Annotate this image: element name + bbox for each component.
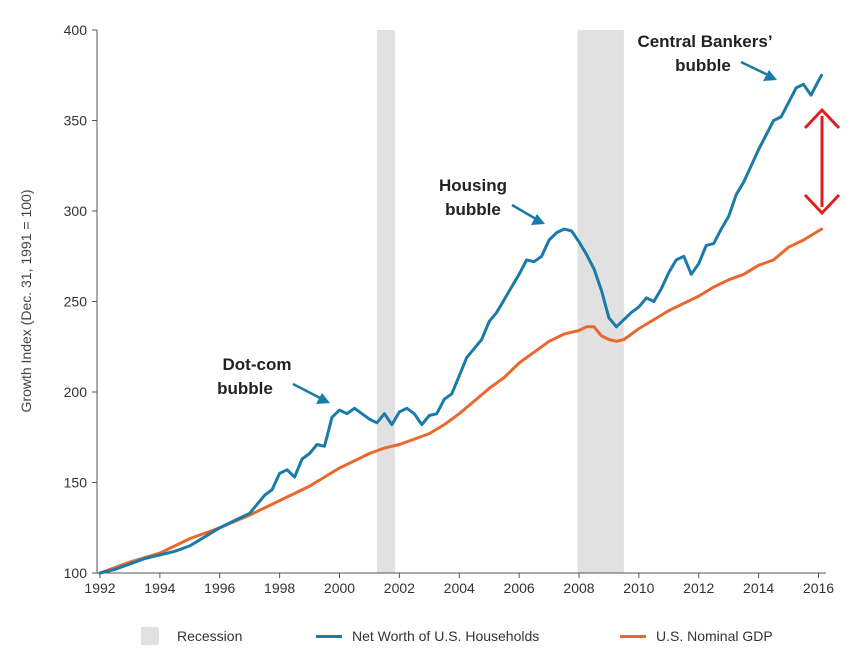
y-tick-label-100: 100 (64, 565, 88, 581)
gap-arrow-bottom-head (803, 193, 841, 216)
dotcom-annotation-line2: bubble (217, 379, 273, 398)
legend-recession-swatch (141, 627, 159, 645)
y-tick-label-350: 350 (64, 113, 88, 129)
legend-gdp-swatch (620, 634, 646, 638)
gap-double-arrow (803, 107, 841, 216)
central-bankers-arrow (740, 60, 769, 77)
chart: 100 150 200 250 300 350 400 1992 1994 1996 1998 20… (18, 22, 841, 596)
x-tick-label-2014: 2014 (743, 580, 774, 596)
housing-annotation: Housing bubble (439, 176, 545, 225)
x-tick-label-1992: 1992 (84, 580, 115, 596)
legend-gdp-label: U.S. Nominal GDP (656, 628, 773, 644)
x-tick-label-1994: 1994 (144, 580, 175, 596)
housing-annotation-line2: bubble (445, 200, 501, 219)
central-bankers-annotation: Central Bankers’ bubble (637, 32, 777, 81)
housing-arrowhead (531, 214, 545, 225)
legend-gdp: U.S. Nominal GDP (620, 624, 773, 648)
recession-bands (376, 30, 624, 573)
x-ticks: 1992 1994 1996 1998 2000 2002 2004 2006 2008 2010… (84, 573, 834, 596)
central-bankers-annotation-line2: bubble (675, 56, 731, 75)
y-tick-label-150: 150 (64, 475, 88, 491)
axes (96, 30, 826, 574)
housing-arrow (511, 203, 537, 221)
recession-band-1 (376, 30, 395, 573)
housing-annotation-line1: Housing (439, 176, 507, 195)
series-line-net-worth (98, 73, 823, 575)
legend: Recession Net Worth of U.S. Households U… (0, 624, 852, 654)
recession-band-2 (577, 30, 624, 573)
legend-net-worth-label: Net Worth of U.S. Households (352, 628, 540, 644)
x-tick-label-2016: 2016 (803, 580, 834, 596)
gap-arrow-top-head (803, 107, 841, 130)
x-tick-label-2000: 2000 (324, 580, 355, 596)
y-tick-label-400: 400 (64, 22, 88, 38)
x-tick-label-2006: 2006 (504, 580, 535, 596)
central-bankers-annotation-line1: Central Bankers’ (637, 32, 772, 51)
dotcom-annotation-line1: Dot-com (223, 355, 292, 374)
legend-net-worth-swatch (316, 634, 342, 638)
x-tick-label-1996: 1996 (204, 580, 235, 596)
dotcom-arrow (292, 382, 323, 401)
series-line-nominal-gdp (98, 227, 823, 575)
central-bankers-arrowhead (763, 70, 777, 81)
legend-recession-label: Recession (177, 628, 243, 644)
y-ticks: 100 150 200 250 300 350 400 (64, 22, 97, 581)
x-tick-label-2012: 2012 (683, 580, 714, 596)
x-tick-label-1998: 1998 (264, 580, 295, 596)
x-tick-label-2002: 2002 (384, 580, 415, 596)
legend-recession: Recession (141, 624, 242, 648)
y-tick-label-250: 250 (64, 294, 88, 310)
legend-net-worth: Net Worth of U.S. Households (316, 624, 539, 648)
y-tick-label-300: 300 (64, 203, 88, 219)
series (98, 73, 823, 575)
dotcom-arrowhead (316, 393, 330, 404)
y-axis-title: Growth Index (Dec. 31, 1991 = 100) (18, 190, 34, 413)
dotcom-annotation: Dot-com bubble (217, 355, 330, 404)
x-tick-label-2010: 2010 (623, 580, 654, 596)
x-tick-label-2008: 2008 (563, 580, 594, 596)
y-tick-label-200: 200 (64, 384, 88, 400)
x-tick-label-2004: 2004 (444, 580, 475, 596)
